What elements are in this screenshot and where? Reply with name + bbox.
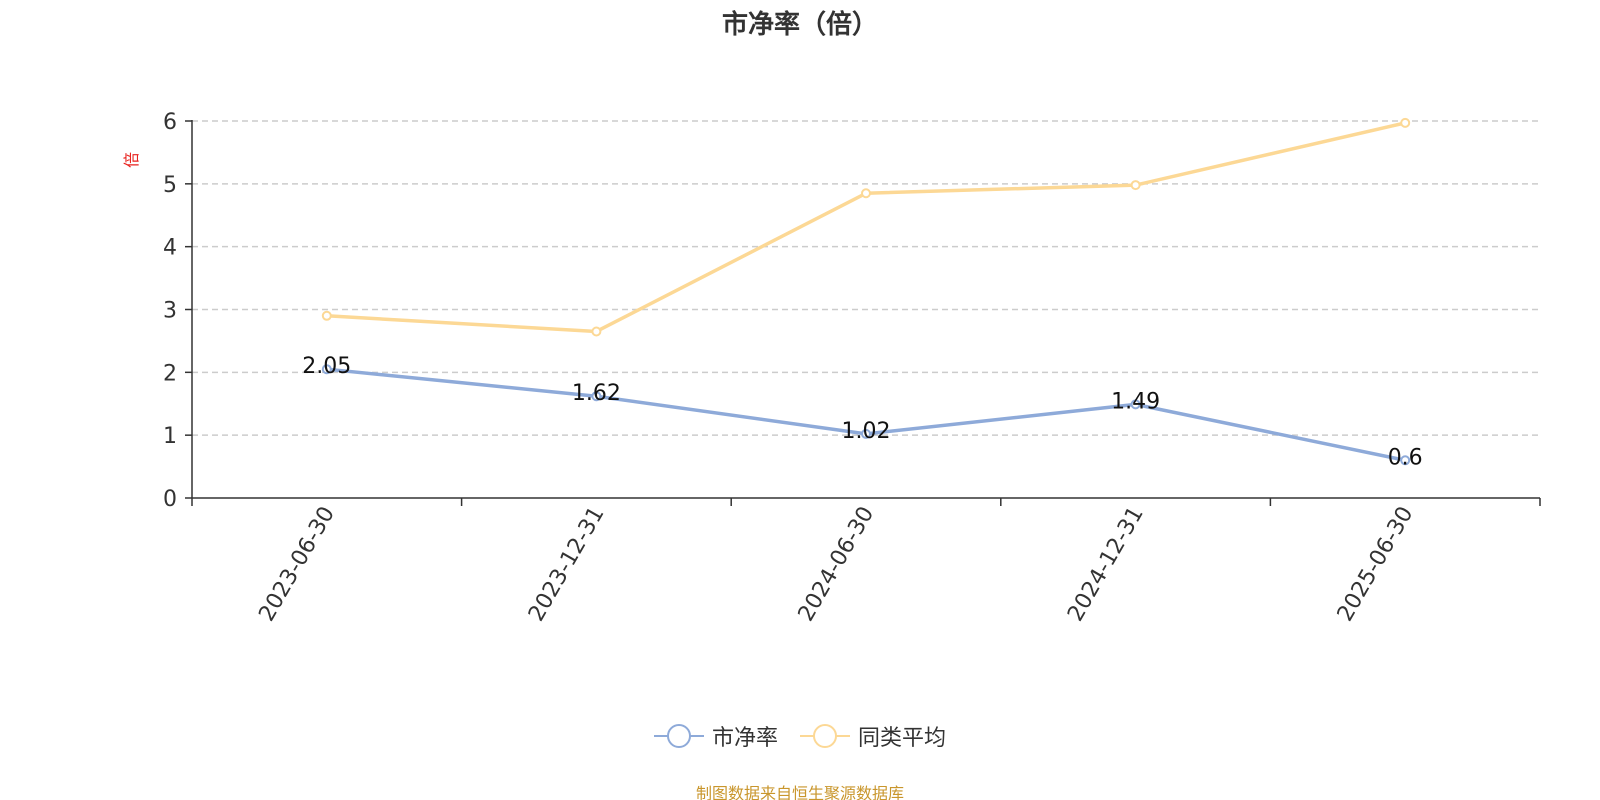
pb-ratio-point [1130, 399, 1141, 410]
data-label: 2.05 [302, 354, 351, 379]
data-label: 1.02 [842, 419, 891, 444]
legend: 市净率 同类平均 [0, 720, 1600, 752]
y-tick-label: 1 [163, 424, 177, 449]
data-label: 0.6 [1388, 445, 1423, 470]
y-tick-label: 2 [163, 361, 177, 386]
data-label: 1.49 [1111, 389, 1160, 414]
legend-label: 同类平均 [858, 726, 947, 751]
source-note: 制图数据来自恒生聚源数据库 [695, 784, 904, 800]
chart-title: 市净率（倍） [721, 10, 878, 40]
peer-average-point [1400, 117, 1411, 128]
legend-marker-circle [813, 724, 837, 748]
y-tick-label: 0 [163, 487, 177, 512]
legend-item-pb-ratio[interactable]: 市净率 [653, 720, 778, 752]
y-tick-label: 5 [163, 173, 177, 198]
series-line-peer-average [326, 121, 1406, 334]
legend-label: 市净率 [711, 726, 778, 751]
legend-item-peer-average[interactable]: 同类平均 [800, 720, 946, 752]
x-tick-label: 2023-06-30 [254, 503, 340, 626]
pb-ratio-point [1400, 455, 1411, 466]
pb-ratio-point [321, 364, 332, 375]
peer-average-point [1130, 180, 1141, 191]
series [321, 117, 1411, 466]
x-tick-label: 2025-06-30 [1333, 503, 1419, 626]
pb-ratio-point [591, 391, 602, 402]
data-labels: 2.05 1.62 1.02 1.49 0.6 [302, 354, 1422, 470]
peer-average-point [861, 188, 871, 199]
x-tick-label: 2024-12-31 [1063, 503, 1149, 626]
series-line-pb-ratio [326, 367, 1406, 463]
legend-marker-icon [800, 724, 850, 748]
grid-lines [192, 120, 1540, 436]
y-tick-label: 6 [163, 110, 177, 135]
peer-average-point [321, 310, 332, 321]
data-label: 1.62 [572, 381, 621, 406]
peer-average-point [591, 326, 602, 337]
y-tick-label: 4 [163, 236, 177, 261]
pb-ratio-point [861, 428, 871, 439]
legend-marker-icon [653, 724, 704, 748]
y-axis-label: 倍 [122, 152, 141, 168]
x-tick-label: 2024-06-30 [794, 503, 880, 626]
legend-marker-circle [666, 724, 691, 748]
x-tick-label: 2023-12-31 [524, 503, 610, 626]
y-tick-label: 3 [163, 299, 177, 324]
